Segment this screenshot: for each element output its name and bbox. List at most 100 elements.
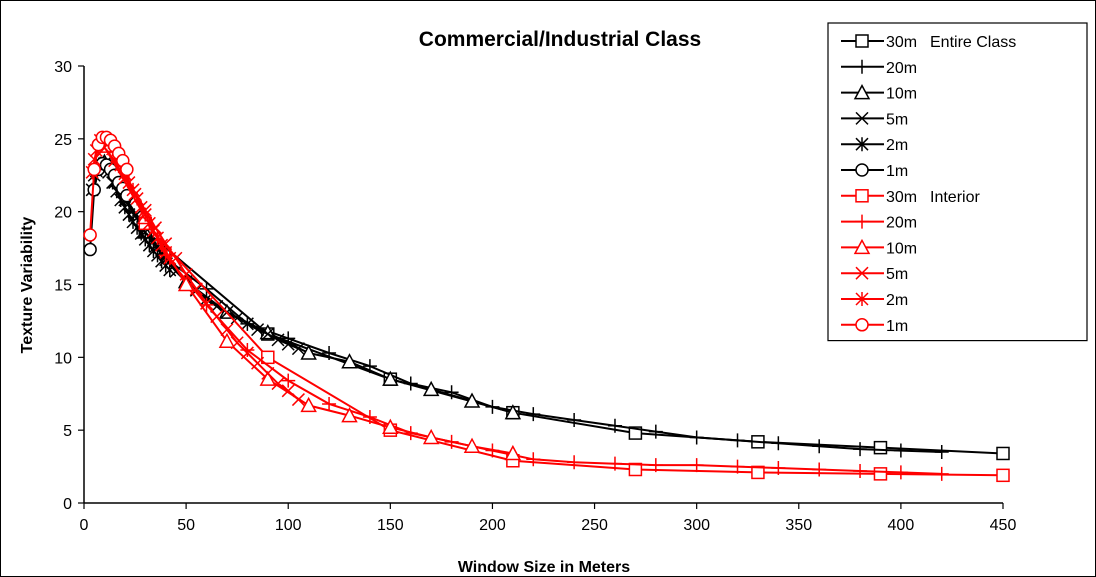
triangle-marker	[504, 444, 522, 461]
plus-marker	[607, 456, 622, 471]
series-2	[96, 153, 522, 420]
circle-marker	[855, 163, 869, 177]
y-tick-label: 5	[63, 423, 72, 440]
circle-marker	[120, 162, 134, 177]
plus-marker	[730, 433, 745, 448]
legend-label: 20m	[886, 215, 917, 232]
x-marker	[261, 366, 275, 380]
x-marker	[230, 336, 244, 350]
x-marker	[179, 267, 193, 281]
x-marker	[855, 111, 869, 125]
triangle-marker	[853, 238, 871, 255]
legend-label: 1m	[886, 318, 908, 335]
plus-marker	[689, 430, 704, 445]
asterisk-marker	[855, 292, 869, 306]
plus-marker	[771, 436, 786, 451]
triangle-marker	[382, 418, 399, 435]
y-tick-label: 10	[54, 350, 72, 367]
plus-marker	[812, 462, 827, 477]
y-tick-label: 25	[54, 132, 72, 149]
x-marker	[230, 311, 244, 325]
x-marker	[271, 333, 285, 347]
x-tick-label: 50	[177, 517, 195, 534]
triangle-marker	[300, 344, 317, 360]
y-tick-label: 20	[54, 205, 72, 222]
y-tick-label: 15	[54, 278, 72, 295]
square-marker	[873, 440, 888, 455]
plus-marker	[281, 373, 296, 388]
x-marker	[240, 346, 254, 360]
plus-marker	[607, 418, 622, 433]
x-axis-title: Window Size in Meters	[458, 559, 630, 576]
x-tick-label: 450	[990, 517, 1017, 534]
x-marker	[251, 356, 265, 370]
legend-label: 10m	[886, 240, 917, 257]
plus-marker	[853, 442, 868, 457]
plus-marker	[567, 455, 582, 470]
x-marker	[169, 251, 183, 265]
legend-item: 5m	[841, 111, 908, 128]
circle-marker	[87, 162, 101, 177]
x-marker	[271, 377, 285, 391]
series-layer	[83, 130, 1010, 483]
legend-label: 5m	[886, 266, 908, 283]
triangle-marker	[382, 370, 399, 386]
plus-marker	[689, 458, 704, 473]
legend-item: 30m Entire Class	[841, 34, 1016, 51]
legend-label: 30m	[886, 189, 917, 206]
triangle-marker	[463, 392, 481, 408]
legend-item: 10m	[841, 238, 917, 257]
plus-marker	[526, 452, 541, 467]
legend-item: 20m	[841, 214, 917, 232]
square-marker	[855, 34, 869, 48]
legend-label: 5m	[886, 111, 908, 128]
plus-marker	[648, 458, 663, 473]
triangle-marker	[422, 428, 440, 445]
square-marker	[855, 189, 869, 203]
series-8	[96, 137, 522, 461]
legend-item: 20m	[841, 59, 917, 77]
legend-label: 30m	[886, 34, 917, 51]
triangle-marker	[300, 396, 317, 413]
plus-marker	[444, 385, 459, 400]
legend-item: 1m	[841, 163, 908, 180]
legend: 30m Entire Class 20m 10m 5m 2m 1m 30m Interior 20…	[827, 22, 1088, 342]
legend-item: 30m Interior	[841, 189, 980, 206]
plus-marker	[567, 412, 582, 427]
x-tick-label: 200	[479, 517, 506, 534]
plus-marker	[322, 396, 337, 411]
x-tick-label: 150	[377, 517, 404, 534]
y-tick-label: 30	[54, 59, 72, 76]
legend-note: Interior	[930, 189, 980, 206]
x-marker	[220, 323, 234, 337]
circle-marker	[87, 183, 101, 197]
square-marker	[873, 467, 888, 481]
x-marker	[291, 393, 305, 407]
y-tick-label: 0	[63, 496, 72, 513]
x-marker	[281, 337, 295, 351]
square-marker	[996, 468, 1010, 483]
x-marker	[189, 282, 203, 296]
plus-marker	[855, 59, 869, 74]
series-1	[117, 190, 949, 460]
triangle-marker	[853, 84, 871, 100]
legend-item: 2m	[841, 292, 908, 309]
asterisk-marker	[855, 137, 869, 152]
x-marker	[261, 327, 275, 341]
asterisk-marker	[163, 251, 177, 266]
legend-label: 20m	[886, 60, 917, 77]
plus-marker	[526, 407, 541, 422]
plus-marker	[240, 343, 255, 358]
x-tick-label: 100	[275, 517, 302, 534]
plus-marker	[853, 463, 868, 478]
plus-marker	[648, 424, 663, 439]
circle-marker	[855, 318, 869, 332]
plus-marker	[771, 461, 786, 476]
x-marker	[210, 310, 224, 324]
triangle-marker	[463, 437, 481, 453]
x-tick-label: 250	[581, 517, 608, 534]
legend-label: 2m	[886, 292, 908, 309]
x-tick-label: 350	[785, 517, 812, 534]
